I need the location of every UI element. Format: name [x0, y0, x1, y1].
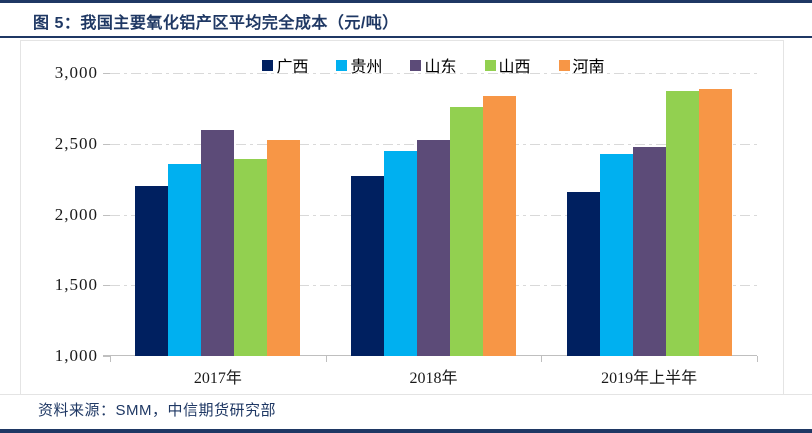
bar-山西-2017年 [234, 159, 268, 356]
title-divider [0, 36, 812, 38]
y-axis-tick [103, 356, 110, 357]
bar-河南-2019年上半年 [698, 88, 732, 356]
legend-label-山东: 山东 [424, 59, 457, 76]
y-axis-label: 1,000 [54, 346, 98, 365]
legend-item-广西: 广西 [262, 53, 308, 77]
y-axis-tick [103, 73, 110, 74]
x-axis-label: 2018年 [409, 370, 458, 387]
x-axis-label: 2017年 [193, 370, 242, 387]
legend-marker-山西 [484, 59, 496, 71]
y-axis-label: 3,000 [54, 63, 98, 82]
legend-item-河南: 河南 [558, 53, 605, 77]
bar-贵州-2019年上半年 [599, 153, 633, 356]
x-axis-tick [110, 356, 111, 362]
bar-广西-2018年 [351, 176, 384, 356]
bar-广西-2017年 [135, 186, 169, 356]
legend-item-山东: 山东 [410, 53, 457, 77]
legend-label-河南: 河南 [572, 59, 605, 76]
bar-贵州-2017年 [168, 163, 202, 356]
plot-area: 1,000 1,500 2,000 2,500 3,000 2017年 2018年 2019年… [55, 63, 758, 387]
top-border-rule [0, 0, 812, 3]
bar-山东-2017年 [201, 129, 235, 356]
bar-山西-2018年 [450, 106, 483, 356]
bar-山东-2018年 [417, 139, 450, 356]
x-axis-tick [757, 356, 758, 362]
figure-title: 图 5：我国主要氧化铝产区平均完全成本（元/吨） [33, 15, 399, 32]
x-axis-tick [325, 356, 327, 362]
chart-legend: 广西 贵州 山东 山西 河南 [110, 53, 757, 77]
y-axis-label: 1,500 [54, 275, 98, 295]
source-note: 资料来源：SMM，中信期货研究部 [38, 402, 276, 419]
y-axis-tick [103, 143, 110, 145]
bar-山西-2019年上半年 [665, 91, 699, 356]
legend-marker-河南 [558, 59, 570, 71]
legend-item-山西: 山西 [484, 53, 531, 77]
legend-label-贵州: 贵州 [350, 59, 383, 76]
legend-marker-山东 [410, 59, 422, 71]
x-axis-tick [541, 356, 543, 362]
x-axis-label: 2019年上半年 [601, 370, 698, 387]
y-axis-label: 2,500 [54, 133, 98, 153]
y-axis-label: 2,000 [54, 204, 98, 224]
bar-山东-2019年上半年 [632, 146, 666, 356]
legend-marker-广西 [262, 59, 274, 71]
legend-marker-贵州 [336, 59, 348, 71]
bottom-border-rule [0, 429, 812, 433]
gridline-3000 [110, 73, 757, 74]
legend-item-贵州: 贵州 [336, 53, 382, 77]
legend-label-山西: 山西 [498, 59, 531, 76]
y-axis-tick [103, 285, 110, 287]
y-axis-tick [103, 214, 110, 216]
bar-广西-2019年上半年 [566, 191, 600, 356]
legend-label-广西: 广西 [276, 59, 309, 76]
bar-河南-2018年 [483, 95, 516, 356]
bar-贵州-2018年 [384, 150, 417, 356]
bar-河南-2017年 [267, 139, 301, 356]
footer-divider [0, 394, 812, 395]
